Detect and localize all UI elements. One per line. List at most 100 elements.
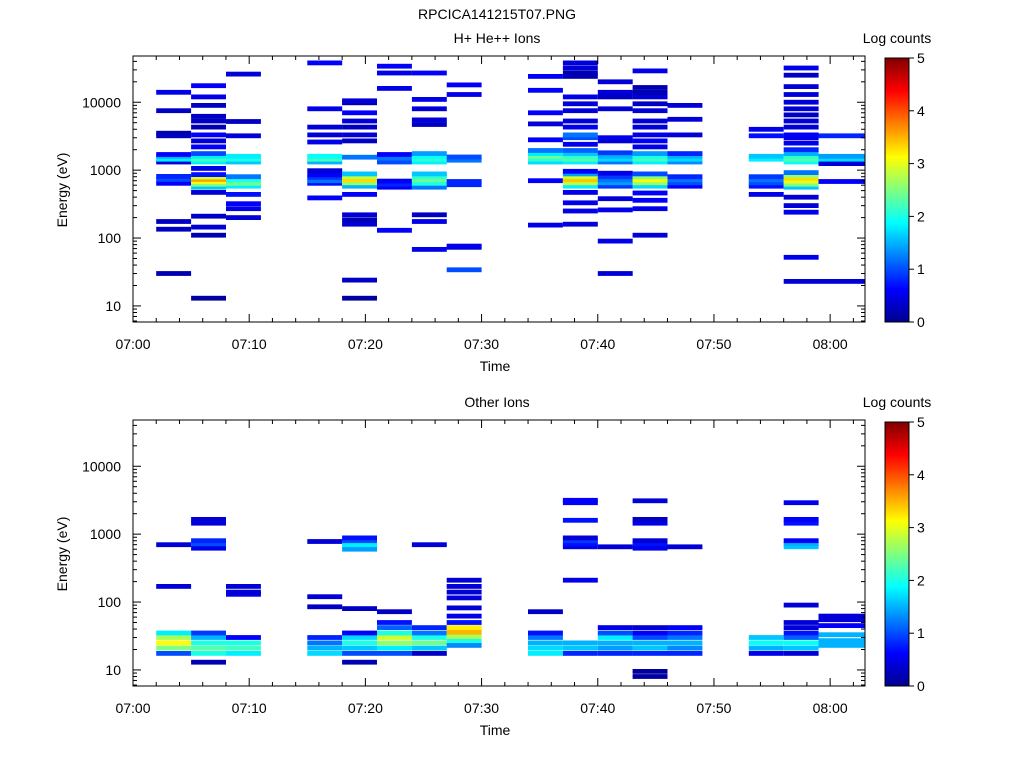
heatmap-cell <box>156 108 192 114</box>
heatmap-cell <box>446 595 482 601</box>
heatmap-cell <box>342 154 377 160</box>
heatmap-cell <box>632 640 668 646</box>
heatmap-cell <box>307 645 343 651</box>
heatmap-cell <box>342 640 377 646</box>
heatmap-cell <box>783 124 819 130</box>
heatmap-cell <box>783 630 819 636</box>
heatmap-cell <box>342 546 377 552</box>
heatmap-cell <box>191 184 226 190</box>
heatmap-cell <box>783 645 819 651</box>
heatmap-cell <box>562 200 598 206</box>
heatmap-cell <box>783 209 819 215</box>
heatmap-cell <box>528 640 563 646</box>
heatmap-cell <box>818 643 865 648</box>
heatmap-cell <box>632 144 668 150</box>
heatmap-cell <box>783 153 819 159</box>
heatmap-cell <box>377 181 412 187</box>
heatmap-cell <box>748 635 784 640</box>
x-tick-label: 07:50 <box>696 700 731 716</box>
heatmap-cell <box>632 174 668 180</box>
heatmap-cell <box>446 179 482 184</box>
heatmap-cell <box>307 640 343 646</box>
heatmap-cell <box>818 179 865 184</box>
heatmap-cell <box>528 635 563 640</box>
heatmap-cell <box>156 133 192 139</box>
heatmap-cell <box>632 151 668 156</box>
heatmap-cell <box>411 651 447 656</box>
heatmap-cell <box>632 517 668 522</box>
heatmap-cell <box>562 108 598 114</box>
heatmap-cell <box>667 640 703 646</box>
heatmap-cell <box>342 110 377 116</box>
heatmap-cell <box>191 113 226 119</box>
heatmap-cell <box>748 126 784 132</box>
heatmap-cell <box>632 674 668 679</box>
heatmap-cell <box>748 153 784 159</box>
heatmap-cell <box>783 65 819 71</box>
heatmap-cell <box>562 177 598 183</box>
x-axis-ticks: 07:00 07:10 07:20 07:30 07:40 07:50 08:00 <box>115 56 854 352</box>
heatmap-cell <box>342 180 377 186</box>
heatmap-cell <box>783 112 819 118</box>
heatmap-cell <box>307 635 343 640</box>
heatmap-cell <box>783 99 819 105</box>
heatmap-cell <box>156 640 192 646</box>
heatmap-cell <box>562 541 598 547</box>
heatmap-cell <box>307 178 343 184</box>
heatmap-cell <box>191 541 226 547</box>
heatmap-cell <box>562 118 598 124</box>
heatmap-cell <box>632 541 668 547</box>
heatmap-cell <box>307 539 343 544</box>
heatmap-cell <box>632 159 668 165</box>
heatmap-cell <box>377 635 412 640</box>
heatmap-cell <box>783 651 819 656</box>
heatmap-cell <box>667 177 703 183</box>
heatmap-cell <box>307 132 343 138</box>
heatmap-cell <box>748 177 784 183</box>
heatmap-cell <box>632 171 668 177</box>
heatmap-cell <box>818 638 865 643</box>
heatmap-cell <box>632 545 668 551</box>
heatmap-cell <box>597 156 633 162</box>
heatmap-cell <box>783 84 819 89</box>
heatmap-cell <box>377 152 412 157</box>
heatmap-cell <box>632 177 668 183</box>
heatmap-cell <box>377 184 412 190</box>
heatmap-cell <box>342 542 377 548</box>
colorbar-tick-label: 2 <box>917 572 925 588</box>
x-tick-label: 07:30 <box>464 700 499 716</box>
heatmap-cell <box>783 254 819 260</box>
heatmap-cell <box>632 156 668 162</box>
heatmap-cell <box>377 155 412 161</box>
heatmap-cell <box>191 103 226 108</box>
x-tick-label: 07:40 <box>580 700 615 716</box>
heatmap-cell <box>342 177 377 183</box>
heatmap-cell <box>783 625 819 630</box>
heatmap-cell <box>307 195 343 201</box>
heatmap-cell <box>226 153 261 159</box>
heatmap-cell <box>191 94 226 100</box>
heatmap-cell <box>411 106 447 112</box>
heatmap-cell <box>156 174 192 179</box>
heatmap-cell <box>562 74 598 79</box>
heatmap-cell <box>528 222 563 228</box>
heatmap-cell <box>411 625 447 630</box>
heatmap-cell <box>597 94 633 100</box>
heatmap-cell <box>632 138 668 144</box>
heatmap-cell <box>377 651 412 656</box>
heatmap-cell <box>411 153 447 159</box>
heatmap-cell <box>667 132 703 138</box>
heatmap-cell <box>156 180 192 186</box>
y-axis-ticks: 10 100 1000 10000 <box>82 424 865 686</box>
plot-frame <box>132 419 866 687</box>
heatmap-cell <box>446 643 482 648</box>
heatmap-cell <box>667 645 703 651</box>
heatmap-cell <box>226 589 261 595</box>
heatmap-cell <box>226 177 261 183</box>
heatmap-cell <box>597 544 633 550</box>
heatmap-cell <box>411 542 447 548</box>
x-axis-label: Time <box>480 358 511 374</box>
heatmap-cell <box>342 606 377 611</box>
heatmap-cell <box>411 117 447 123</box>
